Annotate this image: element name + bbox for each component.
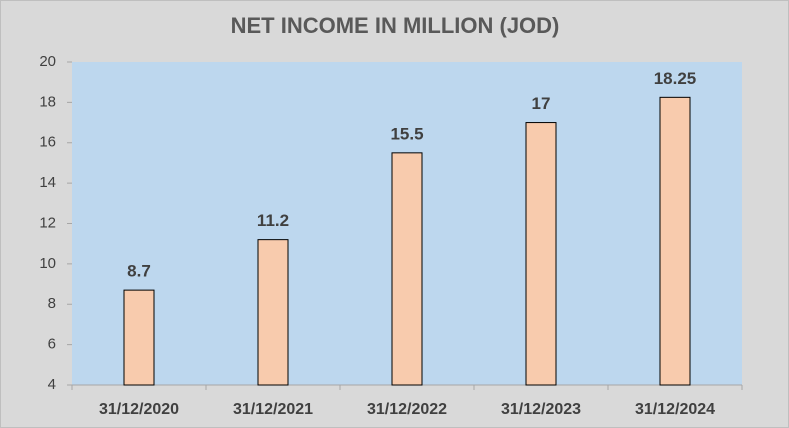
bar xyxy=(659,96,691,386)
y-tick-label: 18 xyxy=(39,93,56,110)
bar xyxy=(391,152,423,386)
y-tick-label: 6 xyxy=(48,336,56,353)
data-label: 15.5 xyxy=(390,124,423,143)
x-tick-label: 31/12/2022 xyxy=(367,401,447,418)
data-label: 18.25 xyxy=(654,69,697,88)
y-tick-label: 8 xyxy=(48,295,56,312)
bar xyxy=(257,239,289,386)
x-tick-label: 31/12/2020 xyxy=(99,401,179,418)
data-label: 11.2 xyxy=(257,211,289,230)
x-tick-label: 31/12/2023 xyxy=(501,401,581,418)
bar xyxy=(525,122,557,386)
y-tick-label: 10 xyxy=(39,255,56,272)
bar xyxy=(123,289,155,386)
y-tick-label: 16 xyxy=(39,134,56,151)
data-label: 8.7 xyxy=(127,262,151,281)
y-tick-label: 12 xyxy=(39,214,56,231)
y-tick-label: 14 xyxy=(39,174,56,191)
x-tick-label: 31/12/2021 xyxy=(233,401,313,418)
x-tick-label: 31/12/2024 xyxy=(635,401,715,418)
y-tick-label: 20 xyxy=(39,53,56,70)
data-label: 17 xyxy=(532,94,551,113)
chart-title: NET INCOME IN MILLION (JOD) xyxy=(231,13,560,38)
y-tick-label: 4 xyxy=(48,376,56,393)
